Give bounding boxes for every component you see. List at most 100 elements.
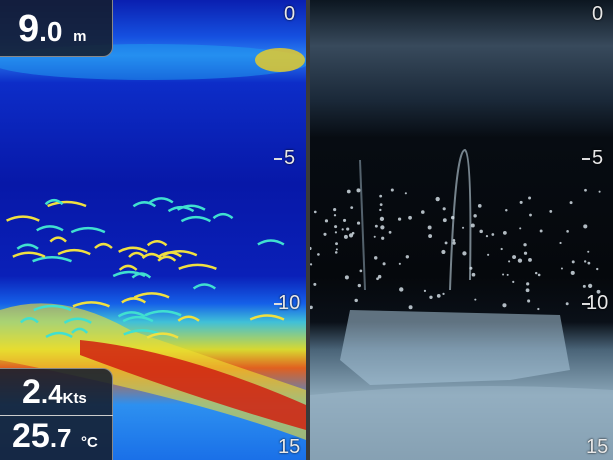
- fish-arch: [47, 200, 87, 208]
- fish-target: [462, 226, 465, 229]
- fish-target: [517, 258, 523, 263]
- fish-target: [444, 241, 448, 245]
- fish-arch: [177, 315, 200, 322]
- fish-target: [596, 267, 599, 271]
- fish-arch: [12, 251, 46, 258]
- fish-target: [334, 225, 338, 229]
- fish-target: [471, 272, 476, 277]
- fish-arch: [146, 240, 168, 247]
- fish-target: [379, 194, 383, 198]
- fish-target: [341, 228, 344, 231]
- depth-scale-label: 5: [592, 147, 604, 170]
- fish-target: [589, 295, 593, 299]
- depth-value-decimal: .0: [39, 16, 63, 47]
- fish-target: [310, 246, 312, 251]
- fish-target: [452, 239, 456, 242]
- fish-target: [583, 260, 587, 263]
- fish-target: [487, 253, 490, 256]
- fish-target: [539, 229, 543, 233]
- fish-target: [559, 241, 562, 245]
- depth-scale-label: 0: [284, 3, 296, 25]
- fish-target: [582, 284, 586, 288]
- depth-scale-label: 0: [592, 3, 604, 25]
- fish-arch: [57, 248, 91, 256]
- fish-target: [342, 218, 347, 222]
- fish-target: [351, 231, 355, 235]
- fish-target: [313, 210, 317, 214]
- fish-arch: [121, 297, 147, 304]
- fish-target: [534, 271, 538, 275]
- fish-target: [343, 234, 348, 239]
- fish-arch: [178, 263, 217, 270]
- fish-target: [334, 251, 338, 254]
- fish-target: [346, 189, 351, 194]
- depth-scale-label: 15: [586, 436, 609, 458]
- fish-target: [408, 215, 412, 220]
- fish-arch: [149, 197, 174, 204]
- fish-target: [335, 248, 338, 251]
- fish-target: [382, 262, 386, 266]
- fish-target: [379, 203, 383, 207]
- fish-target: [569, 201, 573, 205]
- fish-target: [442, 207, 446, 211]
- downvision-sonar-pane[interactable]: 0 5 10 15: [310, 0, 613, 460]
- depth-scale-label: 5: [284, 147, 296, 170]
- fish-arch: [49, 236, 67, 243]
- fish-target: [390, 188, 394, 192]
- fish-target: [470, 223, 475, 228]
- fish-target: [537, 273, 541, 277]
- fish-target: [379, 216, 385, 221]
- fish-target: [356, 221, 361, 225]
- fish-target: [346, 227, 350, 231]
- fish-arch: [132, 201, 157, 208]
- fish-target: [560, 267, 563, 270]
- fish-target: [479, 229, 483, 234]
- fish-arch: [118, 246, 148, 253]
- readout-separator: [0, 415, 113, 416]
- fish-target: [502, 303, 507, 308]
- fish-target: [571, 260, 575, 264]
- fish-arch: [257, 239, 285, 246]
- fish-target: [527, 299, 531, 303]
- fish-target: [398, 262, 401, 265]
- fish-target: [583, 224, 588, 229]
- fish-target: [374, 224, 378, 228]
- fish-target: [442, 292, 445, 296]
- fish-arch: [70, 226, 106, 234]
- fish-target: [333, 207, 337, 212]
- fish-target: [462, 251, 467, 256]
- fish-arch: [117, 311, 146, 318]
- fish-arch: [33, 304, 72, 312]
- fish-arch: [167, 205, 195, 213]
- fish-target: [324, 219, 329, 223]
- fish-target: [491, 233, 495, 236]
- fish-arch: [122, 315, 154, 323]
- fish-arch: [32, 255, 72, 263]
- fish-arch: [94, 242, 113, 249]
- fish-target: [502, 230, 507, 235]
- depth-scale-tick: [274, 158, 282, 161]
- fish-target: [441, 249, 446, 255]
- fish-target: [566, 230, 569, 233]
- fish-target: [357, 283, 362, 288]
- fish-target: [584, 188, 587, 192]
- fish-target: [519, 227, 522, 230]
- speed-unit: Kts: [62, 390, 87, 407]
- fish-target: [376, 277, 379, 281]
- fish-target: [442, 218, 447, 223]
- fish-target: [528, 258, 532, 262]
- split-divider[interactable]: [306, 0, 310, 460]
- speed-value-whole: 2: [22, 373, 41, 411]
- fish-target: [523, 251, 528, 255]
- fish-arch: [176, 204, 206, 211]
- fish-target: [506, 273, 509, 276]
- fish-target: [477, 203, 482, 208]
- fish-target: [310, 305, 313, 310]
- fish-target: [399, 287, 404, 292]
- fish-target: [344, 275, 349, 280]
- fish-target: [512, 280, 515, 283]
- fish-arch: [112, 270, 146, 278]
- temp-unit: °C: [80, 434, 98, 451]
- fish-target: [310, 263, 313, 266]
- fish-arch: [16, 243, 39, 250]
